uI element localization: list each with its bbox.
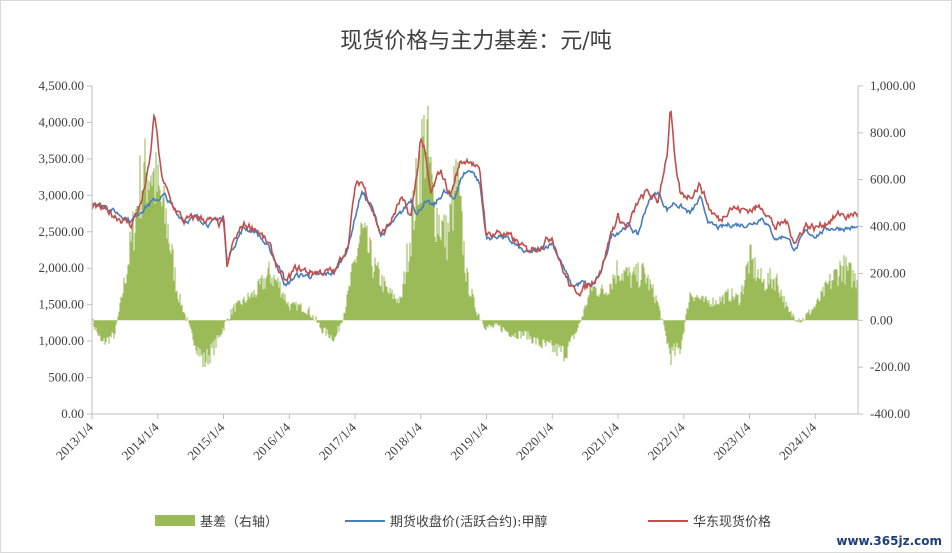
legend-spot-label: 华东现货价格	[693, 514, 771, 530]
legend-basis-swatch	[155, 515, 195, 526]
series-futures-line	[91, 169, 859, 289]
series-spot-line	[91, 110, 859, 298]
y-left-tick-label: 4,000.00	[39, 114, 85, 129]
y-left-tick-label: 2,000.00	[39, 260, 85, 275]
y-right-tick-label: 600.00	[870, 172, 906, 187]
y-right-tick-label: 400.00	[870, 219, 906, 234]
y-left-tick-label: 1,000.00	[39, 333, 85, 348]
watermark: www.365jz.com	[836, 534, 942, 548]
y-right-tick-label: 0.00	[870, 312, 893, 327]
y-right-tick-label: 200.00	[870, 265, 906, 280]
legend-basis-label: 基差（右轴）	[200, 515, 278, 530]
y-left-tick-label: 0.00	[61, 406, 84, 421]
y-right-tick-label: -400.00	[870, 406, 910, 421]
y-left-tick-label: 4,500.00	[39, 78, 85, 93]
y-left-tick-label: 3,500.00	[39, 151, 85, 166]
legend-futures-label: 期货收盘价(活跃合约):甲醇	[390, 514, 548, 530]
y-left-tick-label: 3,000.00	[39, 187, 85, 202]
legend: 基差（右轴） 期货收盘价(活跃合约):甲醇 华东现货价格	[155, 514, 771, 530]
y-right-tick-label: -200.00	[870, 359, 910, 374]
y-right-tick-label: 800.00	[870, 125, 906, 140]
y-left-tick-label: 1,500.00	[39, 297, 85, 312]
y-left-tick-label: 2,500.00	[39, 224, 85, 239]
y-right-tick-label: 1,000.00	[870, 78, 916, 93]
y-left-tick-label: 500.00	[48, 370, 84, 385]
chart-title: 现货价格与主力基差：元/吨	[340, 29, 611, 54]
